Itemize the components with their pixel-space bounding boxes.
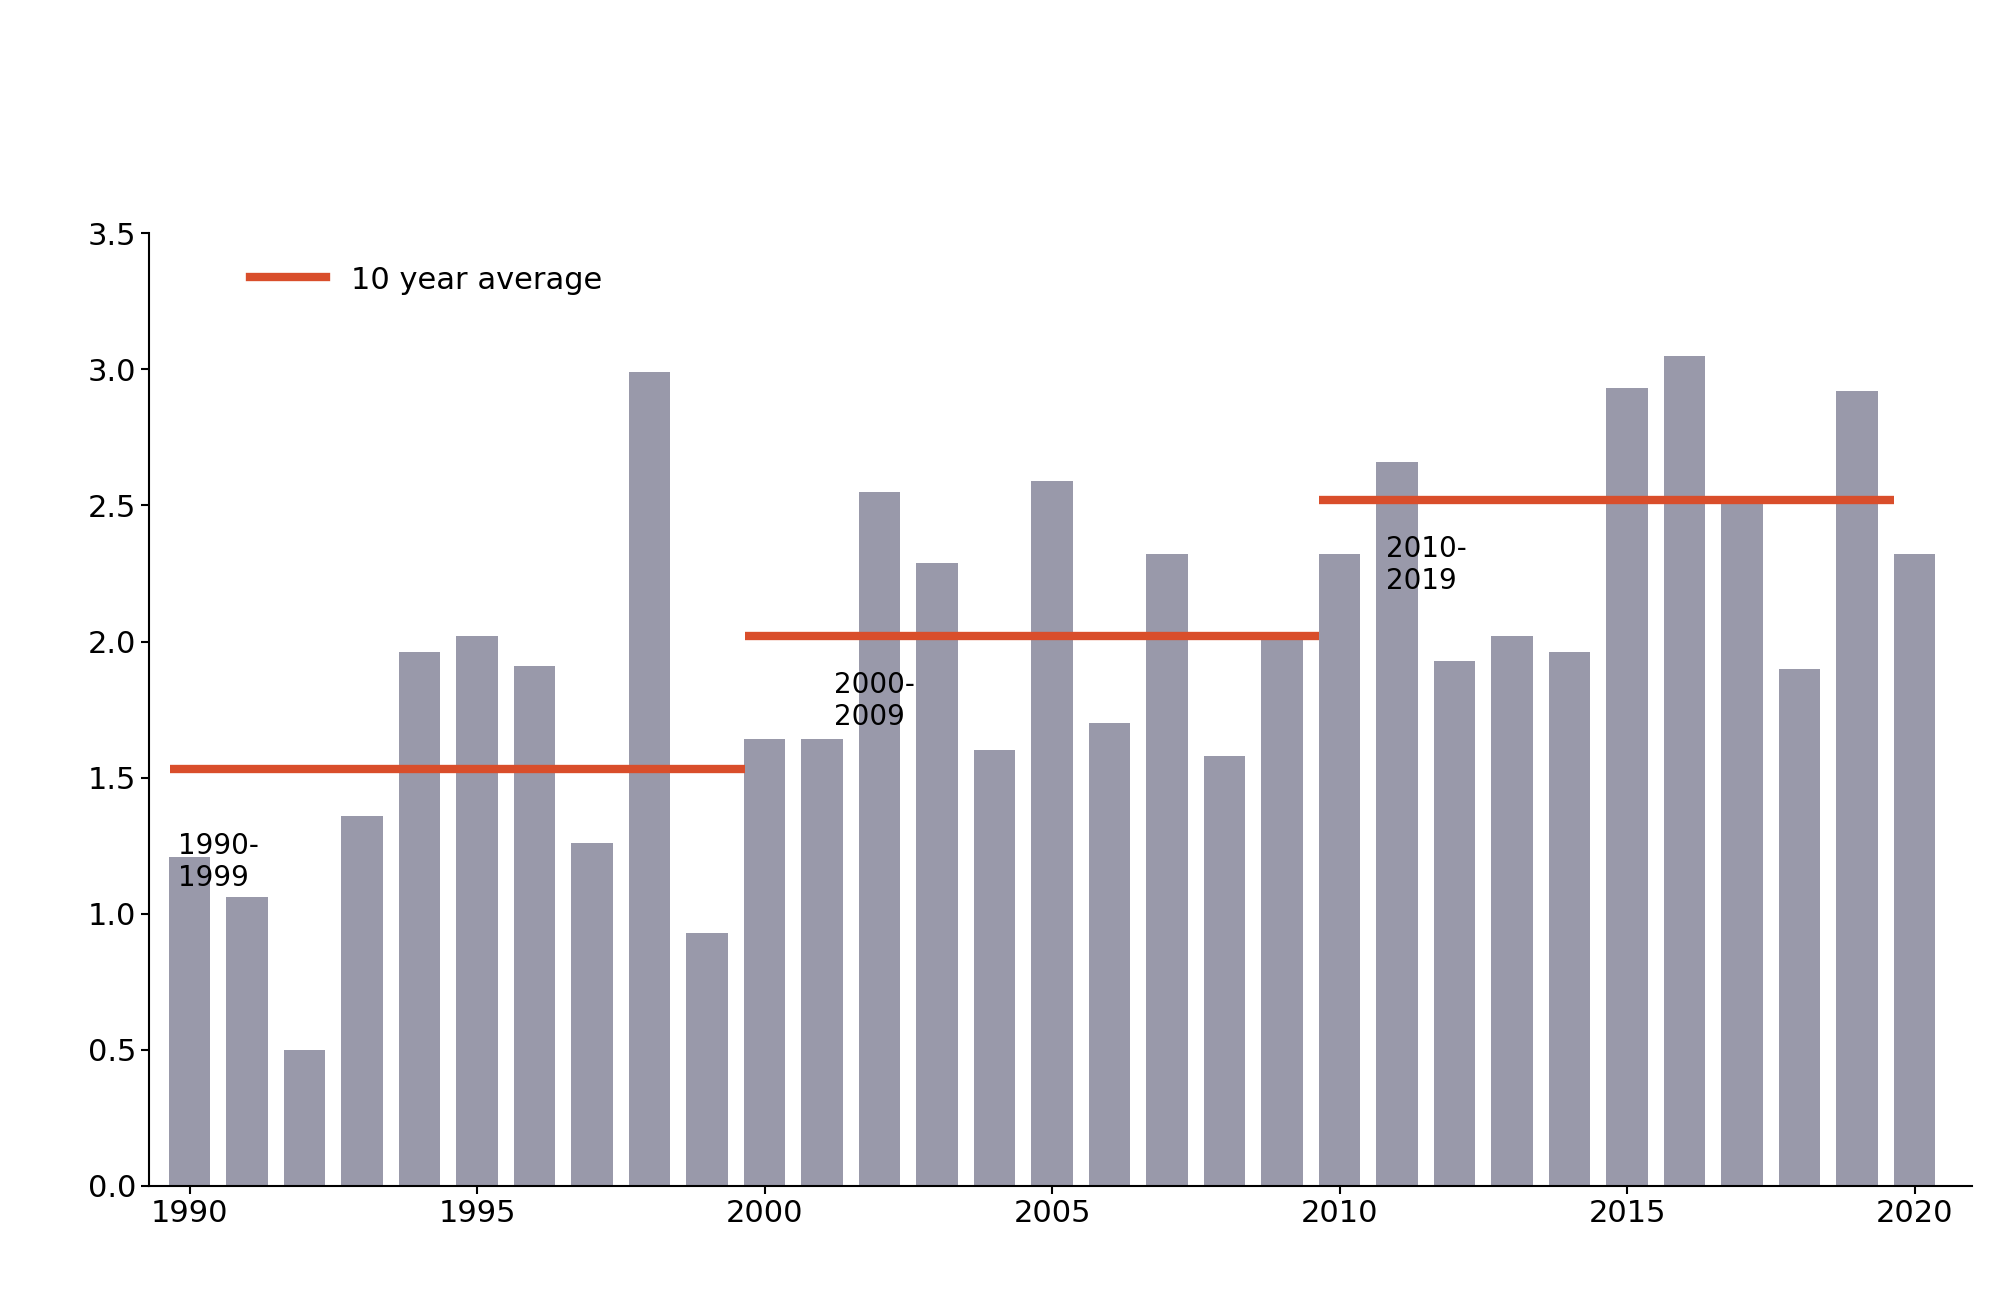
Bar <box>916 562 958 1186</box>
Bar <box>572 842 614 1186</box>
Bar <box>1492 636 1532 1186</box>
Bar <box>1779 669 1821 1186</box>
Bar <box>1837 391 1878 1186</box>
Bar <box>1090 723 1129 1186</box>
Bar <box>1147 555 1187 1186</box>
Bar <box>1319 555 1361 1186</box>
Bar <box>1032 481 1074 1186</box>
Bar <box>629 372 671 1186</box>
Bar <box>1203 756 1245 1186</box>
Bar <box>285 1050 325 1186</box>
Text: Annual increase in CO2 concentrations (parts per million): Annual increase in CO2 concentrations (p… <box>36 57 1661 105</box>
Bar <box>1606 389 1647 1186</box>
Bar <box>1376 461 1418 1186</box>
Bar <box>514 666 556 1186</box>
Bar <box>227 897 267 1186</box>
Bar <box>456 636 498 1186</box>
Bar <box>1894 555 1936 1186</box>
Bar <box>1721 503 1763 1186</box>
Bar <box>859 492 900 1186</box>
Bar <box>1434 661 1476 1186</box>
Text: 1990-
1999: 1990- 1999 <box>177 832 259 892</box>
Bar <box>341 815 382 1186</box>
Bar <box>1550 652 1590 1186</box>
Text: 2010-
2019: 2010- 2019 <box>1386 535 1466 595</box>
Text: 2000-
2009: 2000- 2009 <box>833 671 914 731</box>
Bar <box>974 750 1016 1186</box>
Bar <box>1261 634 1303 1186</box>
Bar <box>1663 355 1705 1186</box>
Bar <box>169 857 211 1186</box>
Legend: 10 year average: 10 year average <box>237 253 614 307</box>
Bar <box>801 740 843 1186</box>
Bar <box>743 740 785 1186</box>
Bar <box>687 933 727 1186</box>
Bar <box>398 652 440 1186</box>
